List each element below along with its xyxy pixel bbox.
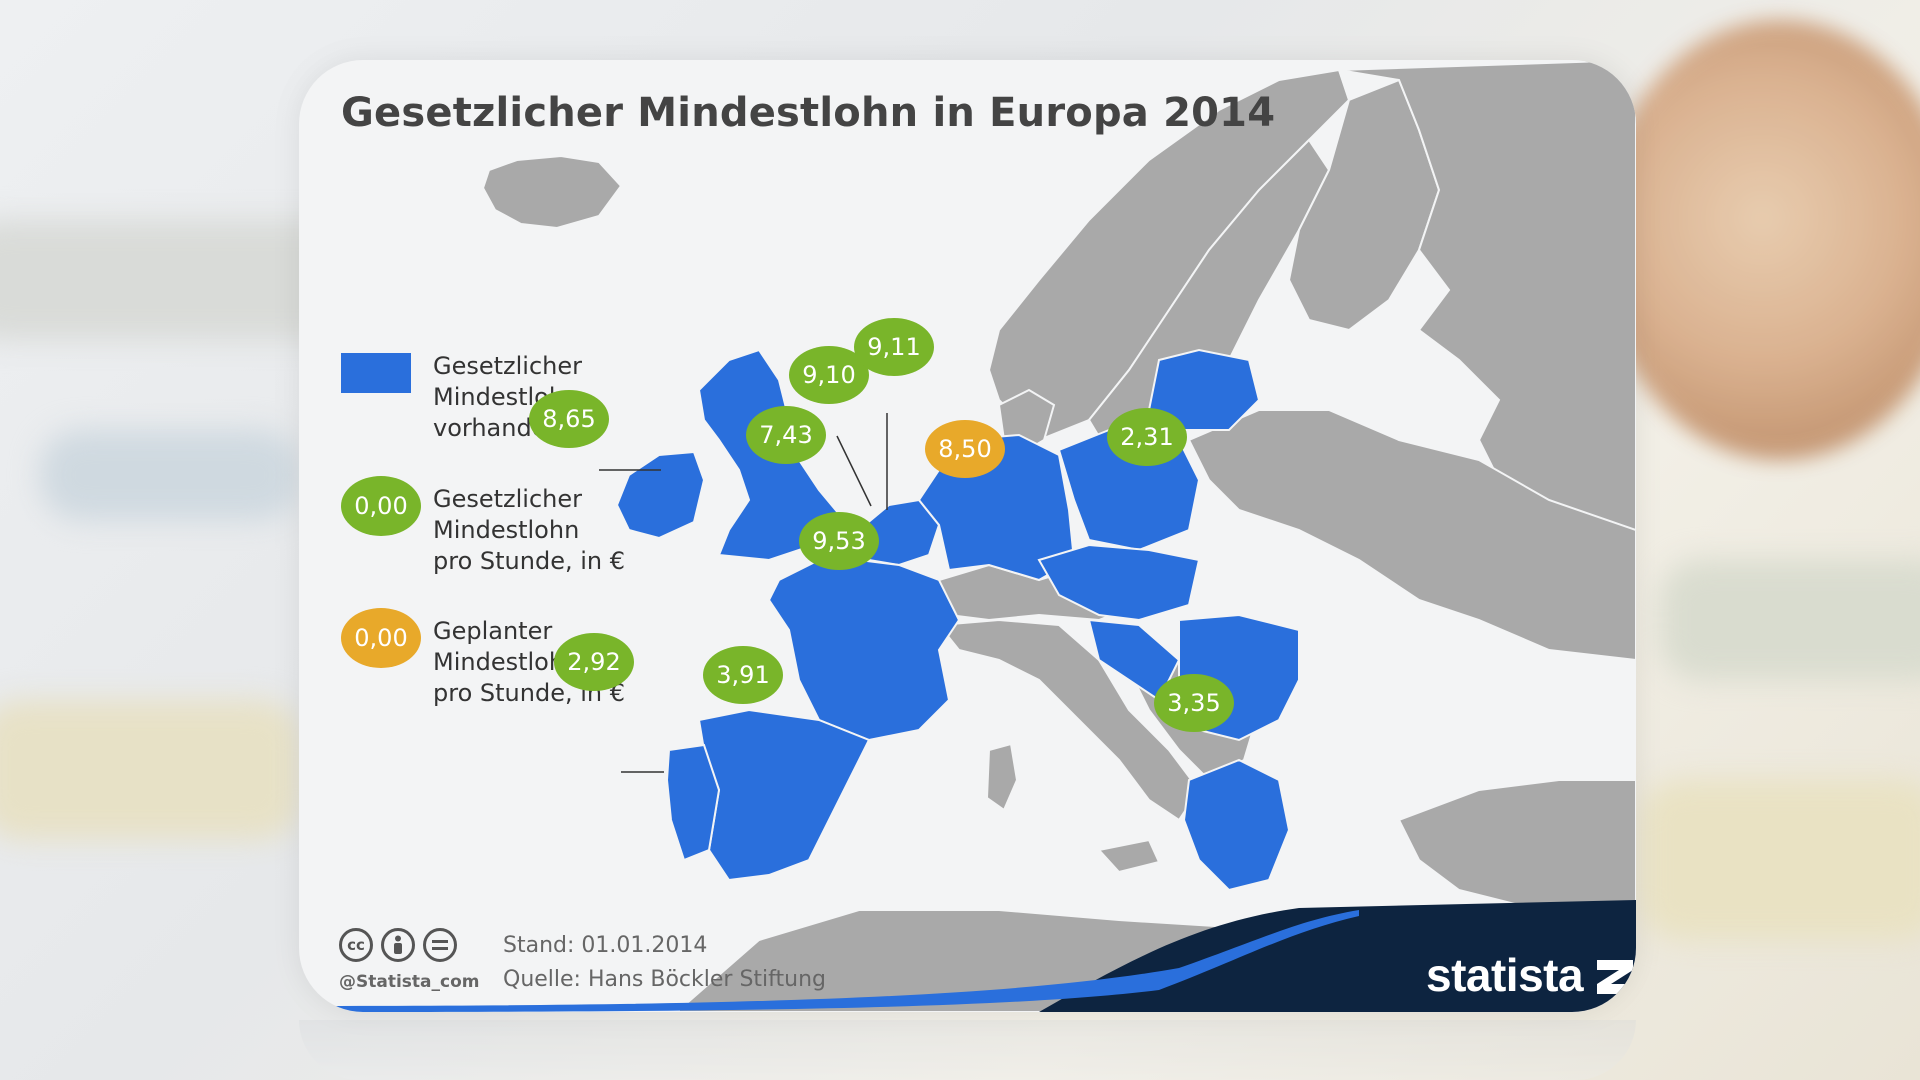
statista-logo-icon bbox=[1597, 960, 1633, 994]
wage-label-greece: 3,35 bbox=[1154, 674, 1234, 732]
legend-label: Gesetzlicher Mindestlohn pro Stunde, in … bbox=[433, 485, 625, 575]
portugal bbox=[665, 743, 721, 862]
wage-label-france: 9,53 bbox=[799, 512, 879, 570]
background-band bbox=[1640, 780, 1920, 940]
ireland bbox=[615, 450, 706, 540]
stand-date: Stand: 01.01.2014 bbox=[503, 933, 708, 958]
wage-label-ireland: 8,65 bbox=[529, 390, 609, 448]
greece bbox=[1182, 758, 1291, 892]
source-text: Quelle: Hans Böckler Stiftung bbox=[503, 967, 826, 992]
legend-ellipse-orange: 0,00 bbox=[341, 608, 421, 668]
italy bbox=[937, 618, 1201, 822]
wage-label-germany: 8,50 bbox=[925, 420, 1005, 478]
statista-handle: @Statista_com bbox=[339, 972, 480, 992]
belarus-ukraine bbox=[1187, 409, 1636, 662]
license-icons: cc bbox=[339, 928, 457, 962]
chart-title: Gesetzlicher Mindestlohn in Europa 2014 bbox=[341, 90, 1276, 136]
spain bbox=[697, 708, 871, 882]
infographic-card: Gesetzlicher Mindestlohn in Europa 2014 … bbox=[299, 60, 1636, 1012]
statista-logo-text: statista bbox=[1426, 949, 1584, 1001]
legend-ellipse-green: 0,00 bbox=[341, 476, 421, 536]
background-band bbox=[1660, 560, 1920, 680]
cc-icon: cc bbox=[339, 928, 373, 962]
wage-label-united-kingdom: 7,43 bbox=[746, 406, 826, 464]
iceland bbox=[481, 154, 623, 230]
brand-bar bbox=[1039, 900, 1636, 1012]
background-coin bbox=[1600, 20, 1920, 460]
by-icon bbox=[381, 928, 415, 962]
legend-swatch-blue bbox=[341, 353, 411, 393]
wage-label-netherlands: 9,11 bbox=[854, 318, 934, 376]
france bbox=[767, 559, 961, 742]
leader-line-belgium bbox=[836, 435, 872, 507]
background-band bbox=[0, 700, 300, 840]
wage-label-poland: 2,31 bbox=[1107, 408, 1187, 466]
wage-label-portugal: 2,92 bbox=[554, 633, 634, 691]
europe-map bbox=[299, 60, 1636, 1012]
sardinia bbox=[985, 742, 1019, 812]
wage-label-spain: 3,91 bbox=[703, 646, 783, 704]
czech-slovakia-hungary bbox=[1037, 543, 1201, 622]
nd-icon bbox=[423, 928, 457, 962]
brand-bar-accent bbox=[299, 910, 1359, 1012]
card-reflection bbox=[299, 1020, 1636, 1080]
sicily bbox=[1097, 838, 1161, 874]
background-band bbox=[40, 430, 300, 520]
turkey bbox=[1397, 779, 1636, 911]
netherlands-belgium bbox=[857, 498, 941, 567]
